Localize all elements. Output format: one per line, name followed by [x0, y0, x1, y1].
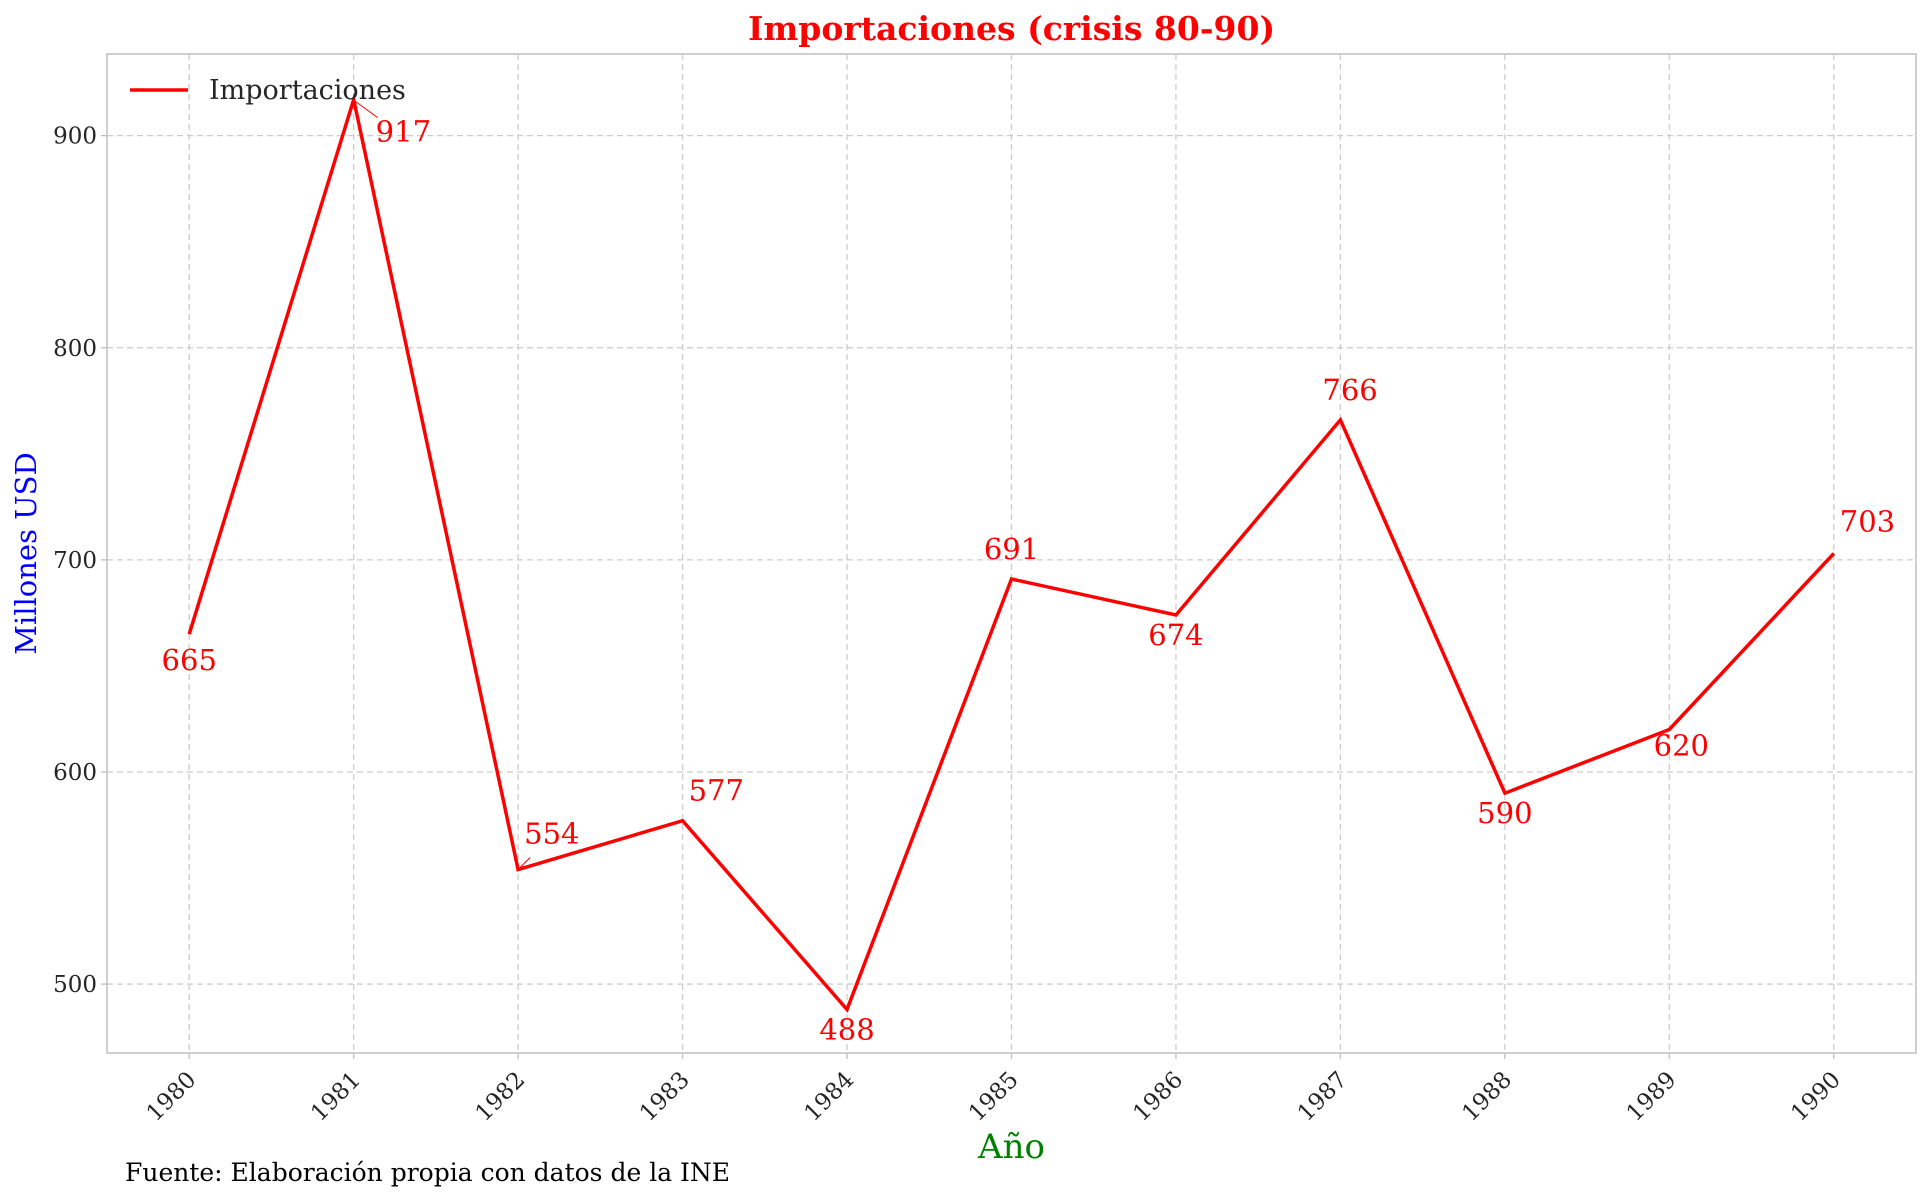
x-tick-label: 1980: [142, 1067, 202, 1127]
y-tick-label: 500: [53, 972, 97, 998]
source-note: Fuente: Elaboración propia con datos de …: [125, 1158, 730, 1187]
y-axis-label: Millones USD: [9, 452, 43, 654]
data-label: 766: [1322, 373, 1377, 407]
data-label: 590: [1477, 796, 1532, 830]
x-tick-label: 1990: [1786, 1067, 1846, 1127]
y-tick-label: 800: [53, 336, 97, 362]
x-tick-label: 1986: [1128, 1067, 1188, 1127]
data-labels: 665 917 554 577 488 691 674 766 590 620 703: [162, 101, 1895, 1047]
data-label: 691: [984, 532, 1039, 566]
y-tick-label: 600: [53, 760, 97, 786]
data-label: 577: [689, 774, 744, 808]
x-tick-label: 1987: [1293, 1067, 1353, 1127]
x-tick-label: 1988: [1457, 1067, 1517, 1127]
x-tick-label: 1985: [964, 1067, 1024, 1127]
data-label: 554: [524, 817, 579, 851]
y-axis-ticks: 500 600 700 800 900: [53, 124, 107, 998]
x-tick-label: 1983: [635, 1067, 695, 1127]
data-label: 917: [376, 115, 431, 149]
data-label: 620: [1654, 729, 1709, 763]
y-tick-label: 900: [53, 124, 97, 150]
x-axis-label: Año: [977, 1127, 1045, 1167]
data-label: 703: [1840, 505, 1895, 539]
data-label: 674: [1148, 618, 1203, 652]
y-tick-label: 700: [53, 548, 97, 574]
x-tick-label: 1989: [1622, 1067, 1682, 1127]
legend-entry-importaciones: Importaciones: [209, 75, 406, 106]
x-axis-ticks: 1980 1981 1982 1983 1984 1985 1986 1987 1988 1989…: [142, 1053, 1846, 1127]
x-tick-label: 1981: [306, 1067, 366, 1127]
x-tick-label: 1982: [471, 1067, 531, 1127]
data-label: 665: [162, 643, 217, 677]
grid: [107, 54, 1916, 1053]
label-leader-line: [519, 857, 531, 868]
x-tick-label: 1984: [800, 1067, 860, 1127]
data-label: 488: [819, 1013, 874, 1047]
chart-title: Importaciones (crisis 80-90): [748, 9, 1275, 48]
legend: Importaciones: [130, 75, 406, 106]
series-line-importaciones: [187, 92, 1836, 1013]
label-leader-line: [355, 101, 378, 119]
